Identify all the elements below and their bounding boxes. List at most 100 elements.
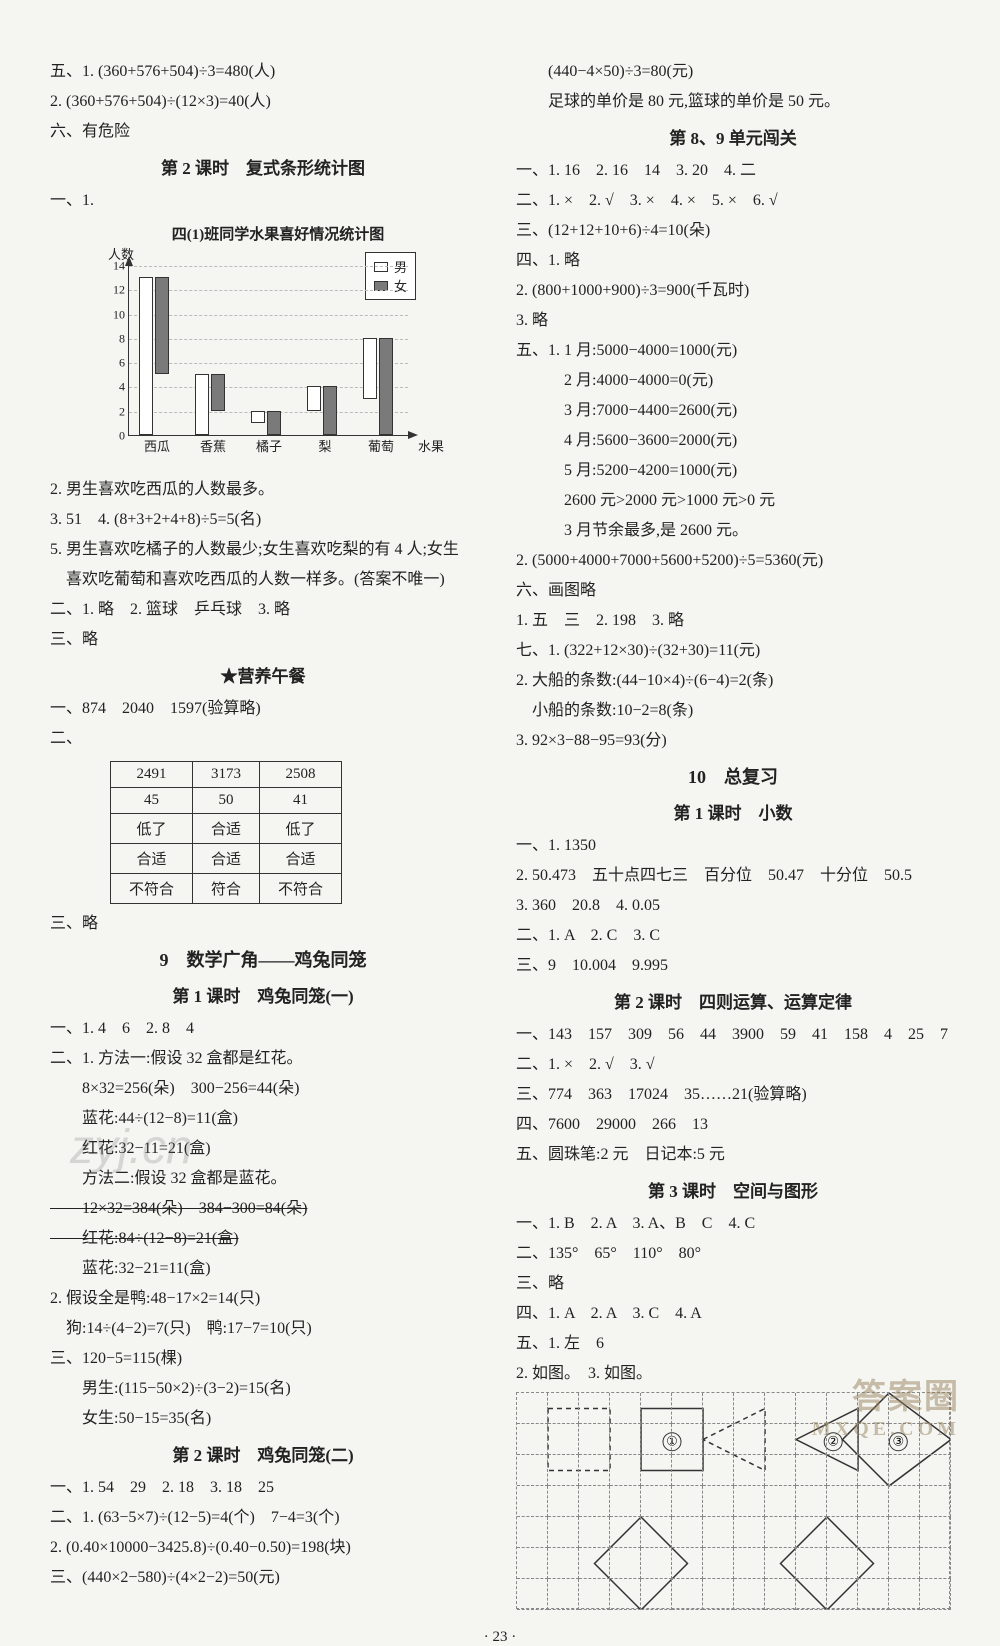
bar-male bbox=[139, 277, 153, 435]
grid-cell bbox=[920, 1393, 951, 1424]
section10-lesson3-body: 一、1. B 2. A 3. A、B C 4. C二、135° 65° 110°… bbox=[516, 1212, 950, 1386]
y-tick: 4 bbox=[103, 380, 125, 395]
grid-cell bbox=[827, 1517, 858, 1548]
text-line: 四、1. A 2. A 3. C 4. A bbox=[516, 1302, 950, 1326]
table-cell: 合适 bbox=[260, 844, 342, 874]
grid-cell bbox=[796, 1424, 827, 1455]
y-tick: 8 bbox=[103, 331, 125, 346]
grid-cell bbox=[672, 1579, 703, 1610]
page-number: · 23 · bbox=[50, 1629, 950, 1646]
section9-lesson1-body2: 蓝花:32−21=11(盒)2. 假设全是鸭:48−17×2=14(只) 狗:1… bbox=[50, 1257, 476, 1431]
text-line: 足球的单价是 80 元,篮球的单价是 50 元。 bbox=[516, 90, 950, 114]
grid-cell bbox=[517, 1486, 548, 1517]
grid-cell bbox=[703, 1424, 734, 1455]
x-tick-label: 香蕉 bbox=[200, 436, 226, 455]
table-cell: 合适 bbox=[111, 844, 193, 874]
text-line: 喜欢吃葡萄和喜欢吃西瓜的人数一样多。(答案不唯一) bbox=[50, 568, 476, 592]
grid-cell bbox=[765, 1548, 796, 1579]
text-line: 2 月:4000−4000=0(元) bbox=[516, 369, 950, 393]
section9-title: 9 数学广角——鸡兔同笼 bbox=[50, 946, 476, 972]
grid-cell bbox=[734, 1424, 765, 1455]
grid-cell bbox=[579, 1517, 610, 1548]
grid-cell bbox=[703, 1548, 734, 1579]
grid-cell bbox=[517, 1517, 548, 1548]
grid-cell bbox=[765, 1424, 796, 1455]
text-line: 五、1. (360+576+504)÷3=480(人) bbox=[50, 60, 476, 84]
table-cell: 41 bbox=[260, 788, 342, 814]
grid-cell bbox=[641, 1579, 672, 1610]
section10-lesson1-body: 一、1. 13502. 50.473 五十点四七三 百分位 50.47 十分位 … bbox=[516, 834, 950, 978]
grid-cell bbox=[765, 1517, 796, 1548]
grid-cell bbox=[889, 1517, 920, 1548]
grid-cell bbox=[548, 1548, 579, 1579]
plot-area: 水果 02468101214西瓜香蕉橘子梨葡萄 bbox=[128, 266, 408, 436]
text-line: 3 月节余最多,是 2600 元。 bbox=[516, 519, 950, 543]
text-line: 三、774 363 17024 35……21(验算略) bbox=[516, 1083, 950, 1107]
text-line: 一、1. bbox=[50, 192, 94, 209]
text-line: 2. 50.473 五十点四七三 百分位 50.47 十分位 50.5 bbox=[516, 864, 950, 888]
grid-cell bbox=[889, 1393, 920, 1424]
text-line: 红花:32−11=21(盒) bbox=[50, 1137, 476, 1161]
grid-cell bbox=[548, 1517, 579, 1548]
text-line: 二、1. × 2. √ 3. √ bbox=[516, 1053, 950, 1077]
text-line: 蓝花:32−21=11(盒) bbox=[50, 1257, 476, 1281]
bar-male bbox=[251, 411, 265, 423]
grid-cell bbox=[517, 1393, 548, 1424]
text-line: 小船的条数:10−2=8(条) bbox=[516, 699, 950, 723]
table-cell: 低了 bbox=[260, 814, 342, 844]
grid-cell bbox=[889, 1579, 920, 1610]
grid-cell bbox=[827, 1486, 858, 1517]
grid-cell bbox=[703, 1579, 734, 1610]
table-cell: 不符合 bbox=[260, 874, 342, 904]
y-tick: 6 bbox=[103, 356, 125, 371]
section10-lesson2-body: 一、143 157 309 56 44 3900 59 41 158 4 25 … bbox=[516, 1023, 950, 1167]
lesson2-title: 第 2 课时 复式条形统计图 bbox=[50, 154, 476, 179]
table-cell: 2508 bbox=[260, 762, 342, 788]
text-line: 一、1. 54 29 2. 18 3. 18 25 bbox=[50, 1476, 476, 1500]
text-line: 3. 略 bbox=[516, 309, 950, 333]
table-cell: 合适 bbox=[193, 844, 260, 874]
text-line: 狗:14÷(4−2)=7(只) 鸭:17−7=10(只) bbox=[50, 1317, 476, 1341]
grid-cell bbox=[610, 1424, 641, 1455]
table-cell: 合适 bbox=[193, 814, 260, 844]
grid-cell bbox=[579, 1548, 610, 1579]
grid-cell bbox=[517, 1579, 548, 1610]
chart-section: 一、1. 四(1)班同学水果喜好情况统计图 人数 男 女 水果 02468101… bbox=[50, 189, 476, 468]
text-line: 蓝花:44÷(12−8)=11(盒) bbox=[50, 1107, 476, 1131]
grid-cell bbox=[703, 1517, 734, 1548]
section10-lesson2-title: 第 2 课时 四则运算、运算定律 bbox=[516, 988, 950, 1013]
text-line: 2. (0.40×10000−3425.8)÷(0.40−0.50)=198(块… bbox=[50, 1536, 476, 1560]
text-line: 三、120−5=115(棵) bbox=[50, 1347, 476, 1371]
grid-cell bbox=[672, 1393, 703, 1424]
table-cell: 低了 bbox=[111, 814, 193, 844]
grid-cell bbox=[672, 1517, 703, 1548]
grid-cell bbox=[610, 1548, 641, 1579]
bar-male bbox=[195, 374, 209, 435]
section9-lesson2-body: 一、1. 54 29 2. 18 3. 18 25二、1. (63−5×7)÷(… bbox=[50, 1476, 476, 1590]
grid-cell bbox=[858, 1424, 889, 1455]
grid-cell bbox=[889, 1548, 920, 1579]
text-line: 2600 元>2000 元>1000 元>0 元 bbox=[516, 489, 950, 513]
text-line: 8×32=256(朵) 300−256=44(朵) bbox=[50, 1077, 476, 1101]
text-line: 一、874 2040 1597(验算略) bbox=[50, 697, 476, 721]
text-line: 一、1. 16 2. 16 14 3. 20 4. 二 bbox=[516, 159, 950, 183]
section9-lesson1-title: 第 1 课时 鸡兔同笼(一) bbox=[50, 982, 476, 1007]
table-cell: 3173 bbox=[193, 762, 260, 788]
left-column: 五、1. (360+576+504)÷3=480(人) 2. (360+576+… bbox=[50, 60, 476, 1609]
y-tick: 2 bbox=[103, 404, 125, 419]
grid-cell bbox=[641, 1424, 672, 1455]
text-line: 五、圆珠笔:2 元 日记本:5 元 bbox=[516, 1143, 950, 1167]
grid-cell bbox=[641, 1393, 672, 1424]
grid-cell bbox=[641, 1548, 672, 1579]
grid-cell bbox=[765, 1486, 796, 1517]
text-line: 2. (800+1000+900)÷3=900(千瓦时) bbox=[516, 279, 950, 303]
text-line: 一、1. 4 6 2. 8 4 bbox=[50, 1017, 476, 1041]
text-line: 三、略 bbox=[50, 912, 476, 936]
text-line: 二、 bbox=[50, 727, 82, 751]
bar-female bbox=[155, 277, 169, 374]
grid-cell bbox=[796, 1393, 827, 1424]
grid-cell bbox=[827, 1393, 858, 1424]
x-axis-arrow-icon bbox=[408, 431, 418, 439]
text-line: 一、143 157 309 56 44 3900 59 41 158 4 25 … bbox=[516, 1023, 950, 1047]
text-line: 三、(440×2−580)÷(4×2−2)=50(元) bbox=[50, 1566, 476, 1590]
